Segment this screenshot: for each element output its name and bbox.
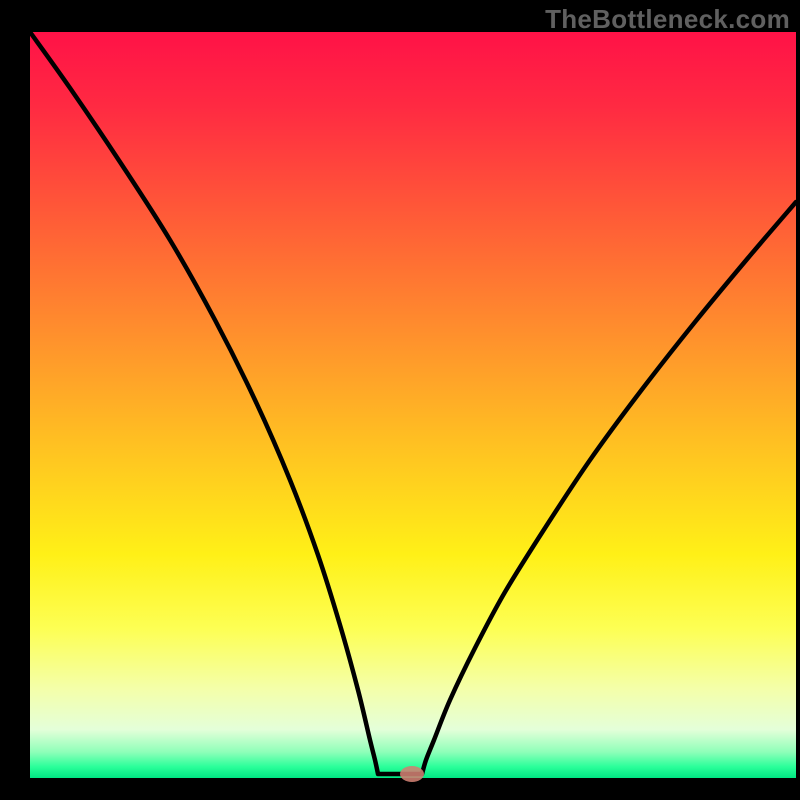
chart-container: TheBottleneck.com bbox=[0, 0, 800, 800]
optimal-point-marker bbox=[400, 766, 424, 782]
plot-area bbox=[30, 32, 796, 778]
bottleneck-chart bbox=[0, 0, 800, 800]
watermark-text: TheBottleneck.com bbox=[545, 4, 790, 35]
